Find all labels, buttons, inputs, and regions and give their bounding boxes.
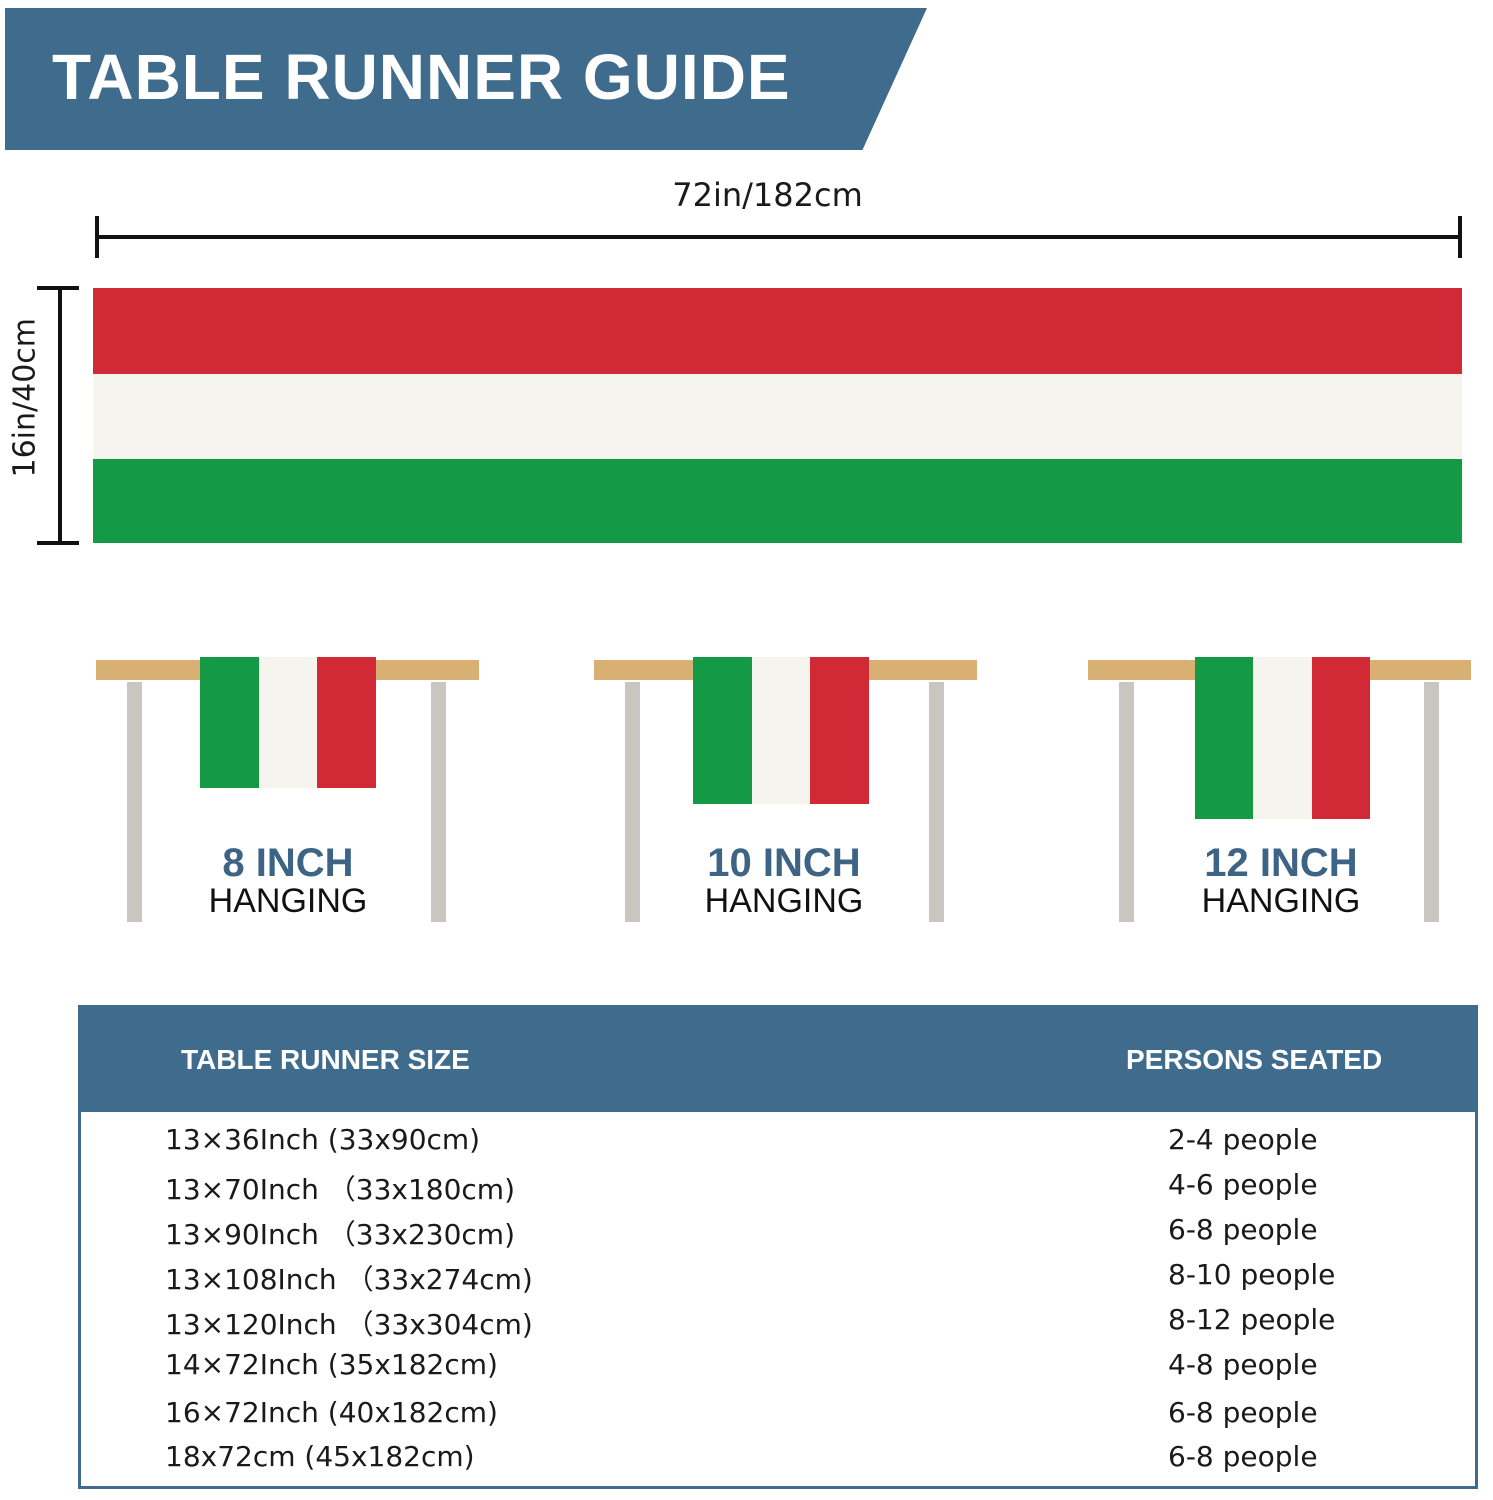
hanging-runner bbox=[200, 657, 377, 788]
persons-seated-cell: 4-8 people bbox=[1168, 1348, 1318, 1381]
hanging-label: HANGING bbox=[704, 882, 864, 920]
width-dimension-tick-right bbox=[1458, 216, 1462, 258]
table-leg bbox=[127, 682, 142, 922]
size-table: TABLE RUNNER SIZE PERSONS SEATED 13×36In… bbox=[78, 1005, 1478, 1489]
hanging-label: HANGING bbox=[1201, 882, 1361, 920]
persons-seated-cell: 6-8 people bbox=[1168, 1440, 1318, 1473]
persons-seated-cell: 8-12 people bbox=[1168, 1303, 1336, 1336]
hanging-size: 12 INCH bbox=[1204, 841, 1358, 885]
hanging-size: 10 INCH bbox=[707, 841, 861, 885]
width-dimension-line bbox=[97, 235, 1461, 239]
hanging-caption: 12 INCH HANGING bbox=[1131, 843, 1431, 919]
hanging-size: 8 INCH bbox=[222, 841, 354, 885]
height-dimension-line bbox=[58, 288, 62, 544]
width-dimension-label: 72in/182cm bbox=[672, 176, 863, 214]
table-runner-flag-image bbox=[93, 288, 1462, 543]
column-header-size: TABLE RUNNER SIZE bbox=[181, 1044, 470, 1075]
persons-seated-cell: 8-10 people bbox=[1168, 1258, 1336, 1291]
height-dimension-tick-bottom bbox=[37, 541, 79, 545]
runner-size-cell: 16×72Inch (40x182cm) bbox=[165, 1396, 498, 1429]
hanging-runner bbox=[693, 657, 870, 804]
flag-red-stripe bbox=[93, 288, 1462, 374]
table-leg bbox=[1424, 682, 1439, 922]
runner-size-cell: 13×36Inch (33x90cm) bbox=[165, 1123, 481, 1156]
runner-size-cell: 13×108Inch （33x274cm) bbox=[165, 1263, 533, 1296]
hanging-runner bbox=[1195, 657, 1370, 819]
persons-seated-cell: 2-4 people bbox=[1168, 1123, 1318, 1156]
persons-seated-cell: 6-8 people bbox=[1168, 1213, 1318, 1246]
hanging-caption: 10 INCH HANGING bbox=[634, 843, 934, 919]
page-title: TABLE RUNNER GUIDE bbox=[52, 41, 791, 113]
runner-size-cell: 13×70Inch （33x180cm) bbox=[165, 1173, 516, 1206]
table-leg bbox=[929, 682, 944, 922]
column-header-persons: PERSONS SEATED bbox=[1126, 1044, 1383, 1075]
table-leg bbox=[431, 682, 446, 922]
table-leg bbox=[625, 682, 640, 922]
hanging-caption: 8 INCH HANGING bbox=[138, 843, 438, 919]
flag-green-stripe bbox=[93, 459, 1462, 543]
height-dimension-label: 16in/40cm bbox=[7, 317, 43, 478]
height-dimension-tick-top bbox=[37, 286, 79, 290]
runner-size-cell: 18x72cm (45x182cm) bbox=[165, 1440, 475, 1473]
width-dimension-tick-left bbox=[95, 216, 99, 258]
title-banner bbox=[5, 8, 927, 150]
runner-size-cell: 14×72Inch (35x182cm) bbox=[165, 1348, 498, 1381]
runner-size-cell: 13×90Inch （33x230cm) bbox=[165, 1218, 516, 1251]
persons-seated-cell: 4-6 people bbox=[1168, 1168, 1318, 1201]
hanging-label: HANGING bbox=[208, 882, 368, 920]
runner-size-cell: 13×120Inch （33x304cm) bbox=[165, 1308, 533, 1341]
persons-seated-cell: 6-8 people bbox=[1168, 1396, 1318, 1429]
flag-white-stripe bbox=[93, 374, 1462, 459]
table-leg bbox=[1119, 682, 1134, 922]
table-header: TABLE RUNNER SIZE PERSONS SEATED bbox=[81, 1008, 1475, 1112]
